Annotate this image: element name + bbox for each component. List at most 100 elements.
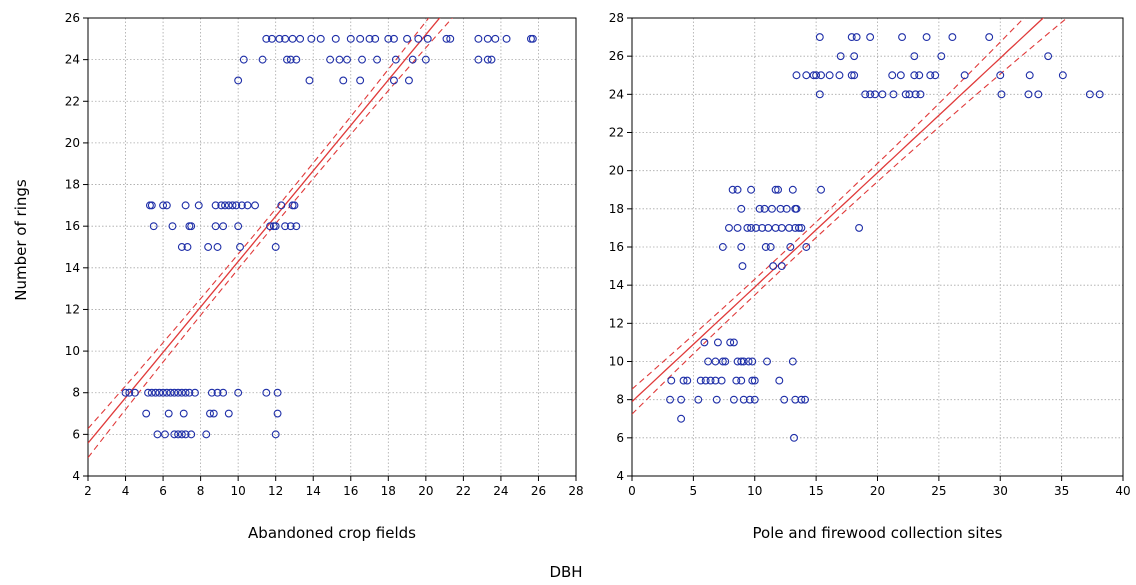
data-point bbox=[177, 388, 186, 397]
data-point bbox=[815, 90, 824, 99]
data-point bbox=[187, 430, 196, 439]
y-tick-label: 6 bbox=[72, 427, 80, 441]
scatter-panel-abandoned-crop-fields: 2 4 6 8 10 12 14 16 18 20 22 24 26 284681012141618202… bbox=[65, 11, 584, 542]
data-point bbox=[1058, 71, 1067, 80]
data-point bbox=[847, 33, 856, 42]
y-axis-label: Number of rings bbox=[12, 179, 30, 301]
data-point bbox=[155, 388, 164, 397]
data-point bbox=[271, 243, 280, 251]
data-point bbox=[717, 376, 726, 385]
data-point bbox=[266, 222, 275, 231]
data-point bbox=[683, 376, 692, 385]
data-point bbox=[948, 33, 957, 42]
data-point bbox=[224, 409, 233, 418]
data-point bbox=[234, 76, 243, 85]
data-point bbox=[755, 204, 764, 213]
data-point bbox=[666, 395, 675, 404]
data-point bbox=[487, 55, 496, 64]
confidence-lower-line bbox=[632, 18, 1068, 415]
y-tick-label: 16 bbox=[609, 240, 624, 254]
data-point bbox=[901, 90, 910, 99]
data-point bbox=[290, 201, 299, 210]
data-point bbox=[421, 55, 430, 64]
x-tick-label: 4 bbox=[122, 484, 130, 498]
x-tick-label: 35 bbox=[1054, 484, 1069, 498]
data-point bbox=[737, 243, 746, 251]
data-point bbox=[403, 34, 412, 43]
data-point bbox=[174, 388, 183, 397]
data-point bbox=[177, 430, 186, 439]
confidence-upper-line bbox=[88, 18, 430, 429]
data-point bbox=[704, 357, 713, 366]
data-point bbox=[373, 55, 381, 64]
data-point bbox=[701, 376, 710, 385]
data-point bbox=[916, 90, 925, 99]
data-point bbox=[213, 243, 222, 251]
x-tick-label: 2 bbox=[84, 484, 92, 498]
data-point bbox=[346, 34, 355, 43]
data-point bbox=[760, 204, 769, 213]
y-tick-label: 10 bbox=[65, 344, 80, 358]
data-point bbox=[836, 52, 845, 61]
data-point bbox=[307, 34, 316, 43]
data-point bbox=[747, 223, 756, 232]
data-point bbox=[713, 338, 722, 347]
data-point bbox=[739, 395, 748, 404]
data-point bbox=[782, 204, 791, 213]
y-tick-label: 28 bbox=[609, 11, 624, 25]
data-point bbox=[502, 34, 511, 43]
data-point bbox=[812, 71, 821, 80]
data-point bbox=[786, 243, 795, 251]
data-point bbox=[1034, 90, 1043, 99]
x-tick-label: 6 bbox=[159, 484, 167, 498]
y-tick-label: 14 bbox=[609, 278, 624, 292]
data-point bbox=[794, 223, 803, 232]
data-point bbox=[960, 71, 969, 80]
data-point bbox=[802, 71, 811, 80]
x-tick-label: 14 bbox=[306, 484, 321, 498]
data-point bbox=[866, 90, 875, 99]
data-point bbox=[763, 357, 771, 366]
data-point bbox=[213, 388, 222, 397]
data-point bbox=[358, 55, 366, 64]
data-point bbox=[911, 90, 920, 99]
data-point bbox=[236, 243, 244, 251]
data-point bbox=[792, 204, 801, 213]
data-point bbox=[170, 430, 179, 439]
data-point bbox=[179, 409, 188, 418]
panel-x-label: Abandoned crop fields bbox=[248, 524, 416, 542]
data-point bbox=[356, 34, 365, 43]
data-point bbox=[748, 357, 757, 366]
data-point bbox=[718, 357, 727, 366]
data-point bbox=[224, 201, 233, 210]
y-tick-label: 12 bbox=[65, 302, 80, 316]
data-point bbox=[243, 201, 252, 210]
data-point bbox=[761, 243, 770, 251]
data-point bbox=[745, 395, 754, 404]
data-point bbox=[725, 223, 733, 232]
data-point bbox=[286, 222, 295, 231]
x-tick-label: 26 bbox=[531, 484, 546, 498]
data-point bbox=[170, 388, 179, 397]
data-point bbox=[211, 201, 220, 210]
data-point bbox=[737, 376, 746, 385]
y-tick-label: 4 bbox=[616, 469, 624, 483]
data-point bbox=[878, 90, 887, 99]
confidence-upper-line bbox=[632, 18, 1025, 390]
data-point bbox=[937, 52, 946, 61]
data-point bbox=[159, 201, 168, 210]
panel-x-label: Pole and firewood collection sites bbox=[753, 524, 1003, 542]
data-point bbox=[888, 71, 897, 80]
data-point bbox=[667, 376, 676, 385]
data-point bbox=[1024, 90, 1033, 99]
data-point bbox=[752, 223, 760, 232]
data-point bbox=[442, 34, 451, 43]
data-point bbox=[185, 388, 194, 397]
plot-frame bbox=[87, 17, 577, 477]
data-point bbox=[739, 357, 748, 366]
data-point bbox=[384, 34, 393, 43]
data-point bbox=[835, 71, 844, 80]
data-point bbox=[871, 90, 879, 99]
data-point bbox=[339, 76, 348, 85]
